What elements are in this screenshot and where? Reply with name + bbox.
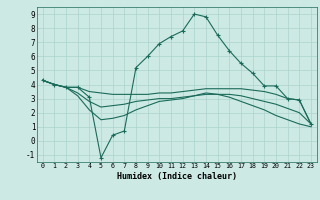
- X-axis label: Humidex (Indice chaleur): Humidex (Indice chaleur): [117, 172, 237, 181]
